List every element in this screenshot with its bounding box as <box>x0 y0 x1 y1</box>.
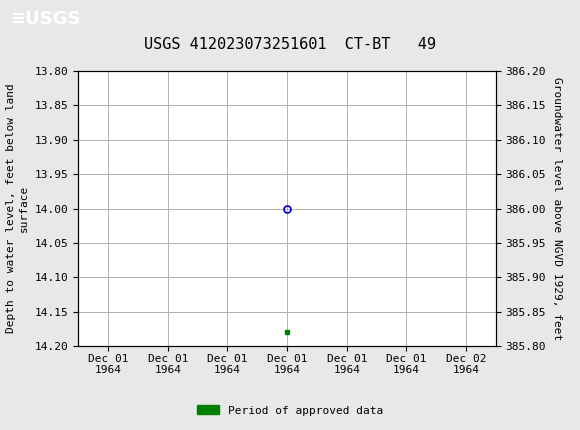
Y-axis label: Depth to water level, feet below land
surface: Depth to water level, feet below land su… <box>6 84 29 333</box>
Legend: Period of approved data: Period of approved data <box>193 401 387 420</box>
Y-axis label: Groundwater level above NGVD 1929, feet: Groundwater level above NGVD 1929, feet <box>552 77 561 340</box>
Text: USGS 412023073251601  CT-BT   49: USGS 412023073251601 CT-BT 49 <box>144 37 436 52</box>
Text: ≡USGS: ≡USGS <box>10 10 81 28</box>
